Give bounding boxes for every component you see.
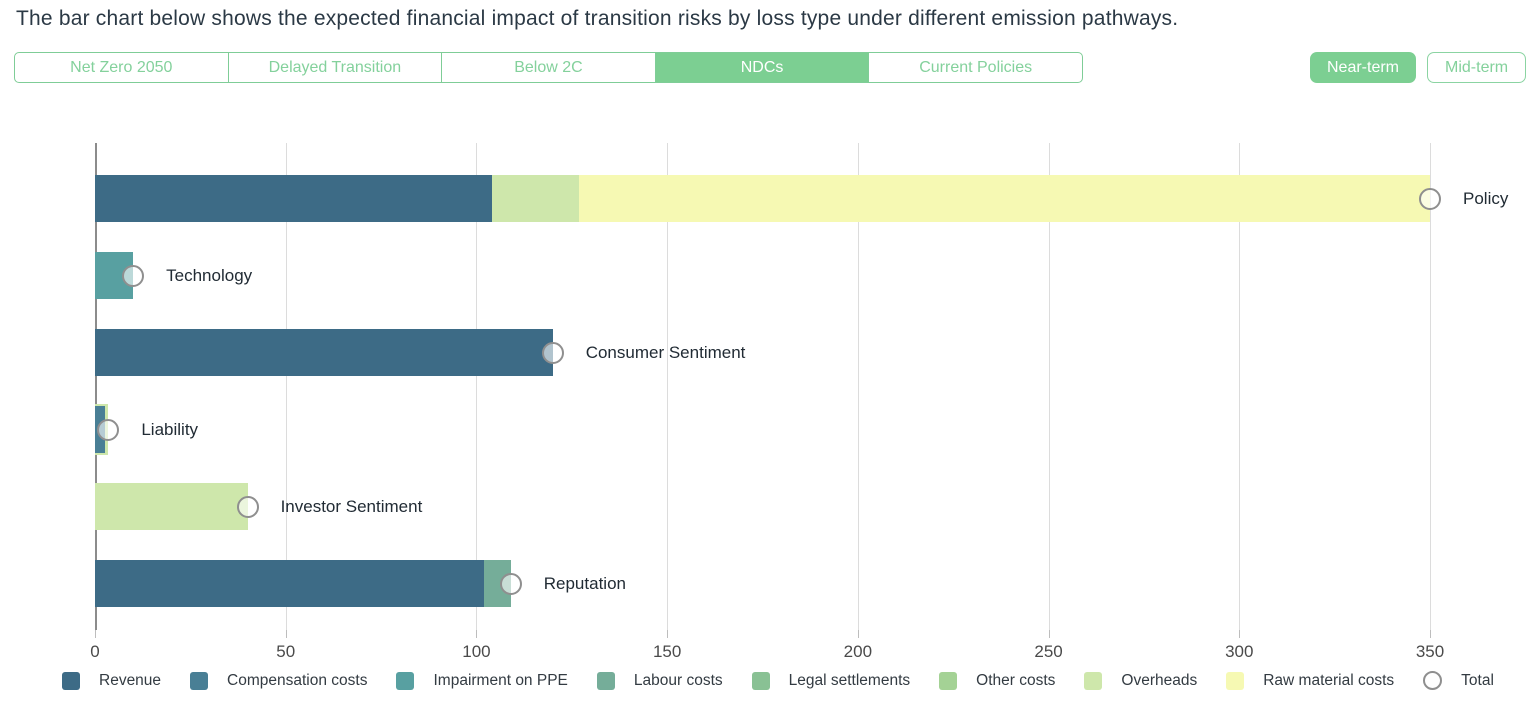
- tab-net-zero-2050[interactable]: Net Zero 2050: [15, 53, 229, 82]
- legend-item-other-costs[interactable]: Other costs: [939, 671, 1056, 690]
- gridline-300: [1239, 143, 1241, 630]
- legend-item-total[interactable]: Total: [1423, 671, 1494, 690]
- legend-label: Labour costs: [633, 671, 723, 689]
- bar-row-liability: Liability: [95, 404, 1430, 455]
- tick-label-200: 200: [843, 642, 873, 661]
- category-label-consumer-sentiment: Consumer Sentiment: [585, 342, 746, 362]
- bar-segment-revenue[interactable]: [95, 175, 492, 222]
- legend-label: Impairment on PPE: [433, 671, 568, 689]
- bar-row-investor-sentiment: Investor Sentiment: [95, 483, 1430, 530]
- tick-200: [857, 630, 859, 638]
- legend-label: Total: [1461, 671, 1494, 689]
- legend-item-legal-settlements[interactable]: Legal settlements: [751, 671, 911, 690]
- bar-row-technology: Technology: [95, 252, 1430, 299]
- category-label-liability: Liability: [141, 419, 199, 439]
- legend-label: Revenue: [99, 671, 162, 689]
- gridline-200: [857, 143, 859, 630]
- tick-label-250: 250: [1034, 642, 1063, 661]
- legend-swatch-impairment-on-ppe: [396, 671, 415, 690]
- total-marker-investor-sentiment[interactable]: [236, 495, 259, 518]
- legend-swatch-labour-costs: [596, 671, 615, 690]
- legend-item-revenue[interactable]: Revenue: [62, 671, 162, 690]
- legend-label: Overheads: [1121, 671, 1198, 689]
- legend-swatch-other-costs: [939, 671, 958, 690]
- tick-label-100: 100: [462, 642, 491, 661]
- legend-label: Legal settlements: [788, 671, 911, 689]
- tab-current-policies[interactable]: Current Policies: [919, 58, 1033, 76]
- tick-label-350: 350: [1415, 642, 1445, 661]
- gridline-50: [285, 143, 287, 630]
- y-axis-line: [95, 143, 97, 630]
- tick-100: [476, 630, 478, 638]
- bar-row-consumer-sentiment: Consumer Sentiment: [95, 329, 1430, 376]
- bar-segment-revenue[interactable]: [95, 560, 485, 607]
- total-marker-policy[interactable]: [1419, 187, 1441, 210]
- tab-ndcs[interactable]: NDCs: [655, 53, 870, 82]
- bar-row-policy: Policy: [95, 175, 1508, 222]
- category-label-reputation: Reputation: [543, 573, 626, 593]
- legend-swatch-revenue: [62, 671, 80, 690]
- legend-label: Raw material costs: [1263, 671, 1395, 689]
- bar-row-reputation: Reputation: [95, 560, 1430, 607]
- bar-segment-overheads[interactable]: [95, 483, 248, 530]
- tick-label-0: 0: [90, 642, 100, 661]
- pathway-tab-bar: Net Zero 2050 Delayed Transition Below 2C N…: [14, 52, 1083, 83]
- legend-swatch-raw-material-costs: [1226, 671, 1245, 690]
- tick-50: [285, 630, 287, 638]
- tab-below-2c[interactable]: Below 2C: [442, 53, 656, 82]
- bar-segment-raw-material-costs[interactable]: [579, 175, 1430, 222]
- tick-label-300: 300: [1225, 642, 1254, 661]
- tick-label-50: 50: [276, 642, 296, 661]
- tick-300: [1239, 630, 1241, 638]
- gridline-250: [1048, 143, 1050, 630]
- bar-segment-revenue[interactable]: [95, 329, 553, 376]
- tick-label-150: 150: [652, 642, 682, 661]
- gridline-100: [476, 143, 478, 630]
- gridline-350: [1430, 143, 1431, 630]
- legend-swatch-overheads: [1084, 671, 1103, 690]
- page-title: The bar chart below shows the expected f…: [16, 7, 1179, 30]
- total-marker-consumer-sentiment[interactable]: [541, 341, 564, 364]
- chart-legend: Revenue Compensation costs Impairment on P…: [62, 671, 1494, 690]
- legend-item-raw-material-costs[interactable]: Raw material costs: [1226, 671, 1395, 690]
- tick-0: [95, 630, 96, 638]
- mid-term-button[interactable]: Mid-term: [1427, 52, 1527, 83]
- legend-item-compensation-costs[interactable]: Compensation costs: [190, 671, 368, 690]
- term-button-group: Near-term Mid-term: [1310, 52, 1527, 83]
- legend-swatch-legal-settlements: [751, 671, 770, 690]
- legend-item-labour-costs[interactable]: Labour costs: [596, 671, 723, 690]
- legend-item-overheads[interactable]: Overheads: [1084, 671, 1198, 690]
- legend-label: Other costs: [976, 671, 1056, 689]
- tick-150: [667, 630, 669, 638]
- legend-item-impairment-on-ppe[interactable]: Impairment on PPE: [396, 671, 568, 690]
- legend-label: Compensation costs: [227, 671, 368, 689]
- legend-swatch-compensation-costs: [190, 671, 209, 690]
- category-label-technology: Technology: [166, 265, 253, 285]
- total-marker-reputation[interactable]: [499, 572, 522, 595]
- tick-250: [1048, 630, 1050, 638]
- category-label-policy: Policy: [1463, 188, 1509, 208]
- bar-segment-overheads[interactable]: [491, 175, 580, 222]
- category-label-investor-sentiment: Investor Sentiment: [280, 496, 423, 516]
- total-marker-technology[interactable]: [122, 264, 145, 287]
- total-circle-icon: [1423, 671, 1443, 690]
- gridline-150: [667, 143, 669, 630]
- tick-350: [1430, 630, 1431, 638]
- plot-area: 0 50 100 150 200 250 300 350 Policy Technology Con…: [90, 143, 1508, 661]
- near-term-button[interactable]: Near-term: [1310, 52, 1417, 83]
- total-marker-liability[interactable]: [97, 418, 120, 441]
- tab-delayed-transition[interactable]: Delayed Transition: [229, 53, 443, 82]
